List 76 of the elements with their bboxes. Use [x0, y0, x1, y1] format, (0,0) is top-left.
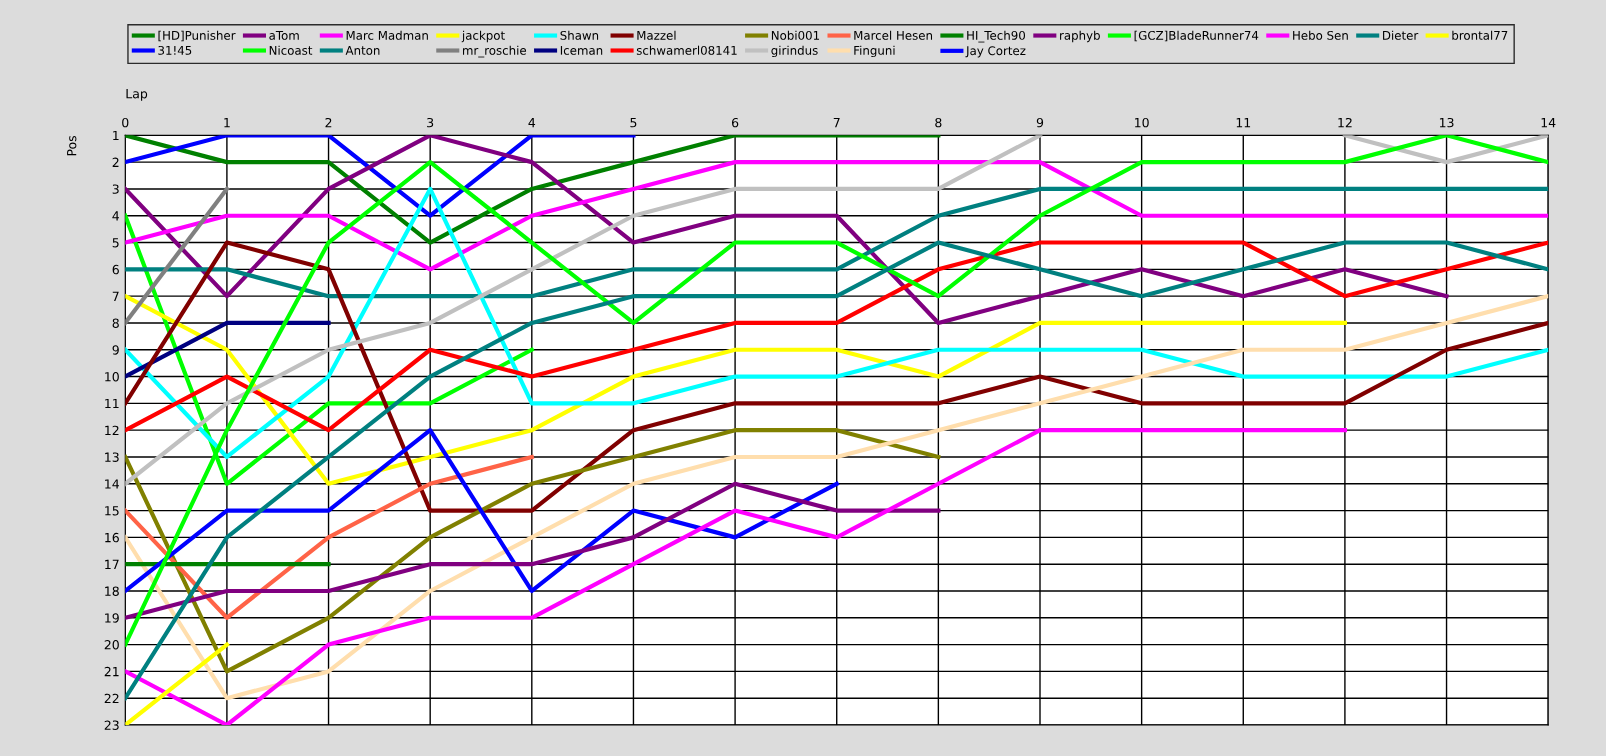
y-tick-label: 12 — [105, 425, 119, 435]
y-tick-label: 4 — [112, 211, 120, 221]
line-series — [125, 160, 1549, 272]
y-tick-label: 18 — [105, 586, 119, 596]
y-axis-title: Pos — [67, 135, 77, 156]
x-tick-label: 11 — [1236, 118, 1251, 128]
legend-label: schwamerl08141 — [636, 45, 737, 55]
legend-label: jackpot — [461, 30, 505, 43]
y-tick-label: 3 — [112, 184, 119, 194]
y-tick-label: 13 — [105, 452, 119, 462]
x-axis-title: Lap — [126, 89, 148, 101]
line-series — [125, 135, 941, 245]
line-series — [125, 454, 534, 620]
legend-label: raphyb — [1060, 30, 1100, 43]
line-series — [125, 240, 1549, 513]
legend-label: Jay Cortez — [965, 46, 1026, 58]
legend-label: aTom — [269, 31, 299, 40]
line-series — [125, 186, 1549, 460]
line-series — [125, 428, 1347, 725]
x-tick-label: 2 — [325, 117, 332, 128]
y-tick-label: 9 — [112, 345, 119, 355]
x-tick-label: 4 — [528, 118, 536, 128]
legend-label: Finguni — [854, 45, 895, 58]
x-tick-label: 5 — [630, 118, 637, 128]
x-tick-label: 14 — [1541, 118, 1556, 128]
legend-label: 31!45 — [158, 45, 192, 55]
y-tick-label: 16 — [105, 532, 119, 543]
x-tick-label: 1 — [224, 118, 230, 128]
y-tick-label: 2 — [112, 157, 119, 167]
x-tick-label: 8 — [935, 117, 942, 128]
y-tick-label: 17 — [105, 559, 119, 569]
y-tick-label: 15 — [105, 506, 119, 516]
legend-label: Shawn — [560, 30, 599, 40]
line-series — [125, 481, 941, 620]
line-series — [125, 186, 1549, 299]
legend-label: HI_Tech90 — [967, 30, 1026, 43]
line-series — [125, 135, 1449, 326]
legend-label: girindus — [771, 45, 818, 58]
y-tick-label: 22 — [104, 693, 119, 703]
x-tick-label: 6 — [731, 117, 739, 128]
y-tick-label: 5 — [112, 238, 119, 248]
y-tick-label: 10 — [105, 372, 119, 382]
y-tick-label: 20 — [104, 640, 119, 650]
x-tick-label: 10 — [1135, 117, 1149, 128]
line-series — [125, 240, 1549, 433]
legend-label: Mazzel — [637, 30, 676, 40]
x-tick-label: 13 — [1439, 117, 1454, 128]
y-tick-label: 8 — [112, 318, 119, 328]
line-series — [125, 428, 839, 594]
legend-label: Dieter — [1383, 30, 1419, 40]
y-tick-label: 14 — [105, 479, 120, 489]
y-tick-label: 23 — [104, 720, 119, 730]
y-tick-label: 21 — [104, 666, 119, 677]
legend-label: [HD]Punisher — [158, 30, 236, 42]
legend-label: Marc Madman — [346, 30, 428, 40]
y-tick-label: 19 — [105, 613, 119, 623]
x-tick-label: 0 — [122, 117, 129, 128]
legend-label: Anton — [345, 46, 380, 55]
legend-label: Nobi001 — [771, 30, 820, 40]
x-tick-label: 7 — [833, 118, 840, 128]
x-tick-label: 9 — [1036, 117, 1044, 128]
legend-label: mr_roschie — [463, 45, 527, 58]
y-tick-label: 7 — [112, 291, 119, 301]
y-tick-label: 11 — [105, 399, 119, 409]
line-series — [125, 294, 1347, 486]
legend-label: Nicoast — [269, 45, 313, 55]
legend-label: Marcel Hesen — [854, 30, 933, 40]
legend-label: Hebo Sen — [1293, 30, 1348, 40]
legend-label: [GCZ]BladeRunner74 — [1134, 30, 1259, 42]
x-tick-label: 3 — [427, 117, 434, 128]
legend-label: Iceman — [560, 46, 603, 55]
legend-label: brontal77 — [1452, 30, 1508, 40]
y-tick-label: 6 — [112, 264, 119, 275]
y-tick-label: 1 — [113, 130, 119, 141]
x-tick-label: 12 — [1338, 117, 1352, 128]
line-series — [125, 428, 941, 674]
